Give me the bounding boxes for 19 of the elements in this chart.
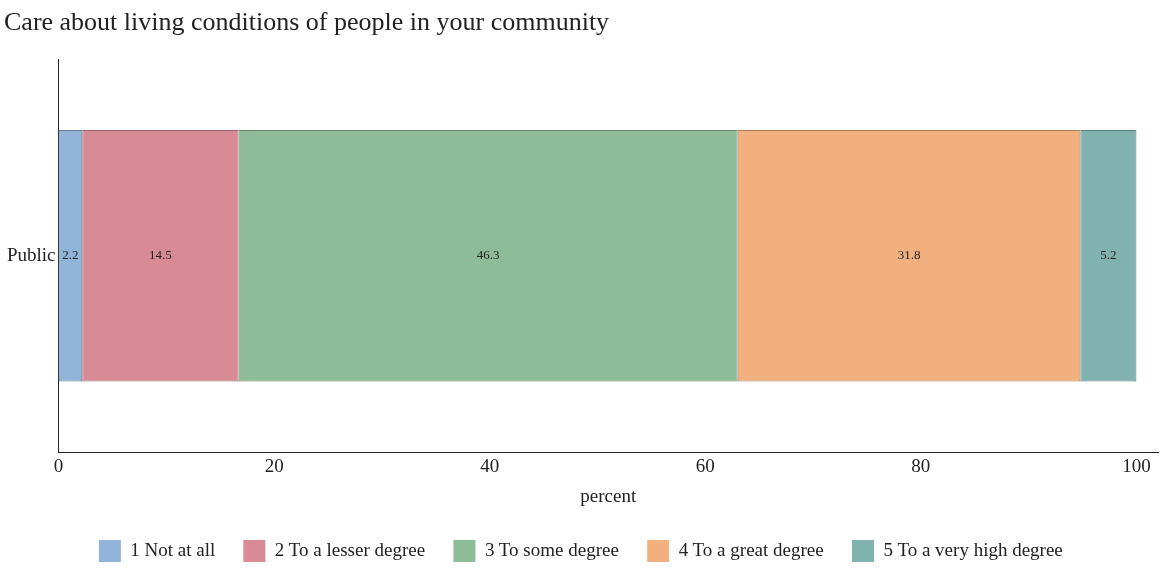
data-label: 2.2 bbox=[62, 247, 79, 263]
y-tick-label: Public bbox=[7, 243, 56, 265]
legend-label: 3 To some degree bbox=[484, 538, 619, 560]
x-axis-title: percent bbox=[580, 484, 637, 506]
data-label: 14.5 bbox=[149, 247, 172, 263]
data-label: 46.3 bbox=[476, 247, 500, 263]
x-tick-label: 0 bbox=[53, 454, 64, 476]
chart-title: Care about living conditions of people in your community bbox=[4, 7, 610, 37]
legend-label: 5 To a very high degree bbox=[883, 538, 1063, 560]
legend-label: 4 To a great degree bbox=[678, 538, 824, 560]
data-label: 31.8 bbox=[897, 247, 921, 263]
x-tick-label: 60 bbox=[695, 454, 715, 476]
x-tick-label: 40 bbox=[480, 454, 500, 476]
x-tick-label: 20 bbox=[264, 454, 284, 476]
x-tick-label: 100 bbox=[1122, 454, 1151, 476]
data-label: 5.2 bbox=[1100, 247, 1117, 263]
x-tick-label: 80 bbox=[911, 454, 931, 476]
legend-label: 1 Not at all bbox=[130, 538, 216, 560]
legend-label: 2 To a lesser degree bbox=[274, 538, 426, 560]
